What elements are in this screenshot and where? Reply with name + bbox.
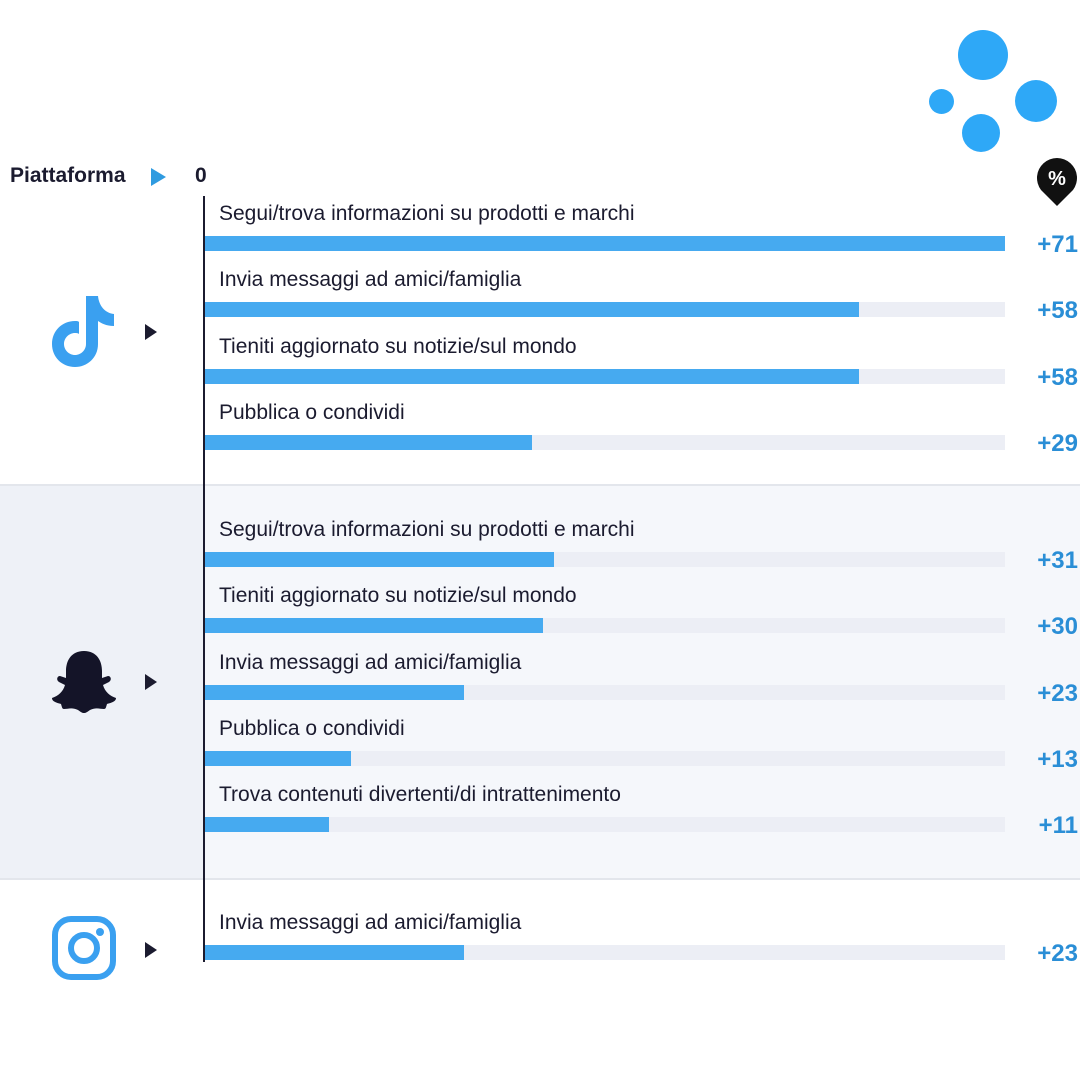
bar (205, 685, 464, 700)
bar-track (205, 435, 1005, 450)
bar-track (205, 369, 1005, 384)
data-label: +11 (1038, 812, 1078, 839)
decor-dot-bottom (962, 114, 1000, 152)
bar-track (205, 552, 1005, 567)
data-label: +23 (1037, 680, 1078, 707)
data-label: +13 (1037, 746, 1078, 773)
play-arrow-icon (145, 324, 157, 340)
group-separator (0, 878, 1080, 880)
bar-track (205, 751, 1005, 766)
bar-track (205, 618, 1005, 633)
group-separator (0, 484, 1080, 486)
row-label: Segui/trova informazioni su prodotti e m… (219, 518, 635, 541)
axis-zero-label: 0 (195, 164, 207, 187)
row-label: Pubblica o condividi (219, 401, 405, 424)
percent-badge-text: % (1048, 168, 1066, 190)
row-label: Pubblica o condividi (219, 717, 405, 740)
decor-dot-small (929, 89, 954, 114)
bar (205, 552, 554, 567)
data-label: +29 (1037, 430, 1078, 457)
row-label: Invia messaggi ad amici/famiglia (219, 911, 522, 934)
row-label: Invia messaggi ad amici/famiglia (219, 651, 522, 674)
percent-badge: % (1035, 156, 1079, 213)
bar-track (205, 236, 1005, 251)
decor-dot-large (958, 30, 1008, 80)
bar (205, 236, 1005, 251)
play-arrow-icon (145, 674, 157, 690)
bar-track (205, 302, 1005, 317)
snapchat-icon (50, 648, 118, 714)
bar (205, 817, 329, 832)
row-label: Tieniti aggiornato su notizie/sul mondo (219, 335, 577, 358)
play-arrow-icon (145, 942, 157, 958)
axis-line (203, 196, 205, 962)
row-label: Segui/trova informazioni su prodotti e m… (219, 202, 635, 225)
decor-dot-right (1015, 80, 1057, 122)
bar-track (205, 945, 1005, 960)
data-label: +71 (1037, 231, 1078, 258)
platform-header-label: Piattaforma (10, 164, 126, 187)
data-label: +30 (1037, 613, 1078, 640)
data-label: +58 (1037, 297, 1078, 324)
bar (205, 369, 859, 384)
bar-track (205, 817, 1005, 832)
instagram-icon (52, 916, 116, 980)
bar (205, 945, 464, 960)
bar (205, 302, 859, 317)
row-label: Invia messaggi ad amici/famiglia (219, 268, 522, 291)
bar (205, 618, 543, 633)
play-arrow-icon (151, 168, 166, 186)
bar (205, 435, 532, 450)
bar (205, 751, 351, 766)
data-label: +58 (1037, 364, 1078, 391)
bar-track (205, 685, 1005, 700)
row-label: Tieniti aggiornato su notizie/sul mondo (219, 584, 577, 607)
tiktok-icon (48, 292, 120, 370)
row-label: Trova contenuti divertenti/di intratteni… (219, 783, 621, 806)
data-label: +31 (1037, 547, 1078, 574)
data-label: +23 (1037, 940, 1078, 967)
